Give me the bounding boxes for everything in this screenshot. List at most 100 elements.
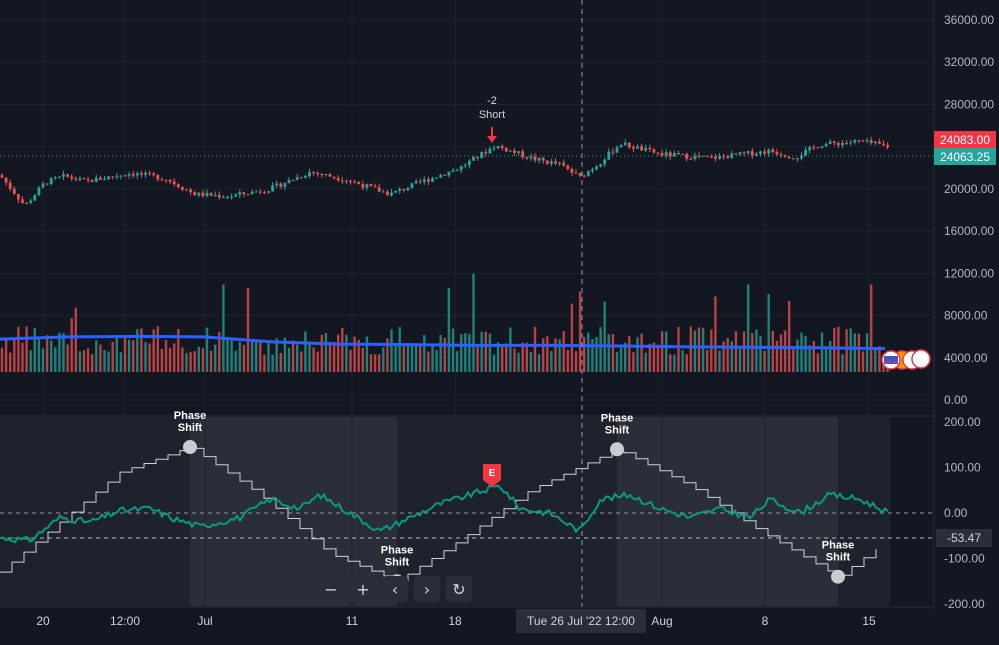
candle-body: [767, 149, 771, 154]
candle-body: [172, 181, 176, 185]
volume-bar: [378, 354, 381, 372]
volume-bar: [345, 334, 348, 372]
volume-bar: [189, 351, 192, 372]
candle-body: [12, 188, 16, 195]
candle-body: [533, 156, 537, 161]
volume-bar: [382, 347, 385, 372]
candle-body: [390, 192, 393, 196]
candle-body: [94, 177, 98, 182]
candle-body: [808, 147, 812, 151]
volume-bar: [369, 354, 373, 372]
candle-body: [619, 145, 623, 148]
volume-bar: [870, 284, 873, 372]
candle-body: [480, 151, 484, 158]
grid-lines: [0, 0, 934, 607]
candle-body: [373, 186, 377, 188]
candle-body: [558, 162, 561, 164]
economic-events-flags-icon[interactable]: [881, 349, 931, 370]
zoom-in-button[interactable]: +: [350, 576, 376, 602]
volume-bar: [632, 352, 635, 372]
volume-bar: [365, 336, 369, 372]
volume-bar: [841, 354, 844, 372]
candle-body: [156, 175, 160, 180]
phase-shift-label: Shift: [826, 552, 851, 564]
volume-bar: [619, 345, 623, 372]
candle-body: [783, 155, 787, 157]
volume-bar: [312, 347, 315, 372]
volume-bar: [578, 291, 582, 372]
candle-body: [644, 147, 648, 151]
candle-body: [718, 155, 721, 159]
volume-bar: [201, 348, 205, 372]
candle-body: [406, 187, 410, 191]
candle-body: [742, 152, 746, 154]
volume-bar: [127, 339, 131, 372]
oscillator-tick-label: 0.00: [944, 506, 968, 520]
candle-body: [632, 147, 635, 149]
volume-bar: [673, 354, 676, 372]
volume-bar: [599, 327, 602, 372]
candle-body: [181, 187, 184, 190]
candle-body: [418, 181, 422, 183]
candle-body: [324, 174, 328, 176]
candle-body: [62, 174, 65, 177]
candle-body: [886, 144, 889, 148]
candle-body: [336, 178, 340, 181]
volume-bar: [324, 332, 328, 372]
volume-bar: [628, 335, 631, 372]
oscillator-axis[interactable]: 200.00 100.00 0.00 -100.00 -200.00: [944, 415, 985, 611]
candle-body: [804, 150, 807, 156]
reset-chart-button[interactable]: ↻: [446, 576, 472, 602]
volume-bar: [529, 351, 533, 372]
volume-bar: [132, 340, 135, 372]
volume-bar: [193, 351, 196, 372]
volume-bar: [160, 348, 164, 372]
volume-bar: [41, 348, 45, 372]
scroll-right-button[interactable]: ›: [414, 576, 440, 602]
volume-bar: [50, 340, 53, 372]
candle-body: [332, 176, 336, 179]
volume-bar: [394, 345, 397, 372]
candle-body: [353, 181, 356, 183]
volume-bar: [13, 338, 16, 372]
candle-body: [123, 175, 127, 177]
volume-bar: [140, 328, 143, 372]
candle-body: [49, 178, 53, 185]
zoom-out-button[interactable]: −: [318, 576, 344, 602]
volume-bar: [185, 353, 188, 372]
candlesticks: [0, 136, 889, 205]
candle-body: [193, 192, 197, 196]
candle-body: [878, 141, 881, 144]
candle-body: [365, 184, 369, 188]
candle-body: [496, 146, 500, 149]
candle-body: [234, 194, 238, 197]
candle-body: [160, 179, 164, 181]
time-axis[interactable]: 20 12:00 Jul 11 18 Aug 8 15: [36, 614, 876, 628]
volume-bar: [283, 337, 287, 372]
current-price-badge: [934, 131, 996, 148]
volume-bar: [792, 349, 795, 372]
volume-bar: [644, 352, 647, 372]
candle-body: [439, 174, 443, 178]
volume-bar: [33, 328, 36, 372]
price-tick-label: 4000.00: [944, 351, 988, 365]
candle-body: [468, 160, 471, 166]
candle-body: [509, 150, 512, 152]
candle-body: [714, 156, 717, 159]
scroll-left-button[interactable]: ‹: [382, 576, 408, 602]
event-marker-icon[interactable]: E: [483, 464, 501, 487]
last-price-badge: [934, 148, 996, 165]
volume-bar: [595, 336, 598, 372]
volume-bar: [562, 331, 565, 372]
candle-body: [824, 144, 828, 147]
volume-bar: [156, 326, 159, 372]
volume-bar: [349, 349, 352, 372]
candle-body: [242, 192, 246, 195]
candle-body: [451, 170, 455, 172]
price-axis[interactable]: 36000.0032000.0028000.0024000.0020000.00…: [944, 13, 994, 407]
candle-body: [591, 169, 594, 172]
candle-body: [791, 158, 795, 160]
volume-bar: [230, 339, 233, 372]
candle-body: [0, 175, 4, 178]
